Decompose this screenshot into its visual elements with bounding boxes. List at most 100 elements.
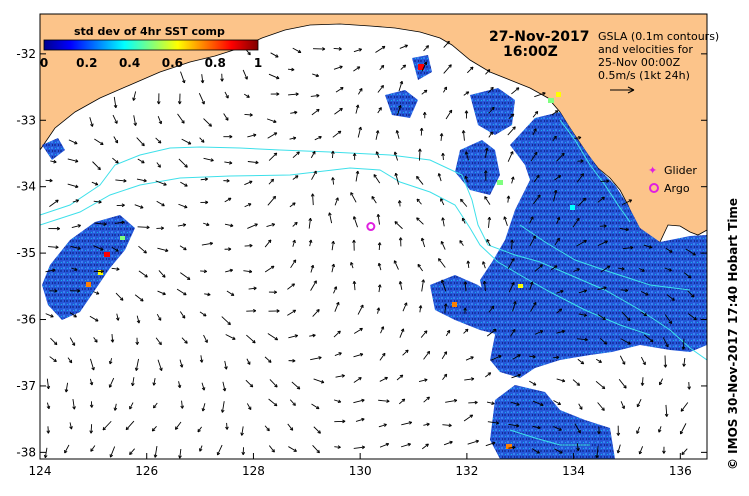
velocity-arrow-head: [200, 80, 205, 84]
velocity-arrow-head: [361, 445, 366, 450]
velocity-arrow-head: [54, 289, 58, 293]
velocity-arrow: [311, 108, 320, 116]
velocity-arrow-head: [273, 402, 278, 407]
velocity-arrow-head: [393, 151, 398, 155]
velocity-arrow: [532, 111, 539, 118]
velocity-arrow-head: [512, 126, 516, 130]
velocity-arrow-head: [443, 86, 448, 91]
velocity-arrow-head: [157, 164, 161, 168]
velocity-arrow-head: [601, 196, 605, 201]
velocity-arrow-head: [159, 367, 163, 371]
velocity-arrow: [508, 282, 515, 293]
velocity-arrow-head: [121, 220, 125, 225]
velocity-arrow-head: [492, 441, 496, 446]
velocity-arrow: [71, 267, 78, 271]
velocity-arrow-head: [420, 237, 425, 242]
velocity-arrow-head: [313, 170, 317, 175]
velocity-arrow-head: [394, 172, 399, 177]
velocity-arrow: [134, 204, 144, 209]
colorbar-label: 0.4: [119, 56, 140, 70]
velocity-arrow-head: [312, 333, 316, 338]
velocity-arrow: [332, 130, 342, 138]
velocity-arrow: [269, 379, 278, 388]
velocity-arrow-head: [177, 101, 182, 105]
velocity-arrow: [534, 92, 546, 98]
velocity-arrow-head: [46, 405, 51, 410]
velocity-arrow-head: [680, 408, 685, 412]
velocity-arrow-head: [146, 225, 150, 230]
velocity-arrow-head: [206, 222, 210, 227]
argo-float-icon[interactable]: [366, 222, 376, 232]
velocity-arrow-head: [441, 217, 445, 221]
velocity-arrow-head: [184, 340, 188, 344]
velocity-arrow-head: [515, 423, 520, 428]
velocity-arrow-head: [595, 454, 599, 459]
velocity-arrow: [132, 91, 137, 101]
velocity-arrow-head: [381, 45, 386, 50]
velocity-arrow: [113, 96, 117, 108]
velocity-arrow: [597, 314, 606, 320]
velocity-arrow-head: [249, 113, 253, 117]
velocity-arrow-head: [377, 284, 382, 288]
velocity-arrow-head: [484, 147, 489, 151]
velocity-arrow: [353, 216, 358, 228]
velocity-arrow-head: [603, 341, 608, 345]
velocity-arrow: [156, 200, 165, 207]
velocity-arrow: [287, 423, 294, 431]
velocity-arrow: [485, 442, 496, 447]
velocity-arrow-head: [181, 120, 185, 124]
velocity-arrow: [328, 212, 333, 224]
velocity-arrow: [94, 138, 104, 145]
velocity-arrow: [158, 270, 166, 278]
velocity-arrow: [399, 44, 408, 49]
velocity-arrow: [399, 200, 401, 207]
colorbar-label: 0.2: [76, 56, 97, 70]
velocity-arrow: [488, 305, 495, 313]
velocity-arrow: [393, 260, 399, 270]
velocity-arrow: [90, 445, 96, 452]
velocity-arrow-head: [671, 297, 675, 301]
velocity-arrow-head: [424, 378, 428, 382]
velocity-arrow-head: [663, 364, 668, 368]
velocity-arrow-head: [53, 341, 58, 346]
velocity-arrow: [333, 65, 343, 70]
velocity-arrow-head: [376, 213, 381, 218]
velocity-arrow-head: [64, 450, 68, 454]
velocity-arrow: [68, 139, 78, 145]
velocity-arrow: [400, 64, 406, 70]
velocity-arrow-head: [407, 442, 411, 447]
velocity-arrow: [440, 241, 446, 250]
velocity-arrow: [312, 73, 319, 77]
velocity-arrow-head: [489, 131, 493, 135]
colorbar-label: 0.8: [205, 56, 226, 70]
velocity-arrow-head: [140, 205, 144, 209]
velocity-arrow-head: [448, 423, 452, 428]
velocity-arrow-head: [511, 282, 515, 286]
velocity-arrow: [380, 326, 384, 334]
velocity-arrow: [180, 181, 188, 187]
velocity-arrow: [599, 337, 608, 345]
velocity-arrow-head: [378, 107, 382, 111]
argo-float-marker[interactable]: [366, 222, 376, 232]
velocity-arrow: [442, 217, 445, 227]
velocity-arrow: [223, 113, 229, 121]
velocity-arrow: [50, 160, 57, 163]
velocity-arrow-head: [534, 151, 538, 156]
velocity-arrow-head: [474, 400, 478, 405]
velocity-arrow-head: [53, 358, 57, 363]
velocity-arrow-head: [266, 427, 270, 432]
velocity-arrow-head: [294, 221, 298, 226]
velocity-arrow-head: [331, 263, 336, 268]
velocity-arrow: [176, 288, 187, 296]
velocity-arrow: [462, 217, 466, 224]
velocity-arrow-head: [625, 288, 629, 293]
velocity-arrow: [379, 377, 388, 382]
velocity-arrow: [268, 152, 278, 161]
velocity-arrow: [244, 245, 253, 247]
velocity-arrow-head: [577, 429, 581, 434]
velocity-arrow-head: [692, 252, 696, 256]
velocity-arrow-head: [115, 248, 119, 252]
velocity-arrow-head: [537, 425, 541, 430]
velocity-arrow-head: [464, 175, 468, 180]
